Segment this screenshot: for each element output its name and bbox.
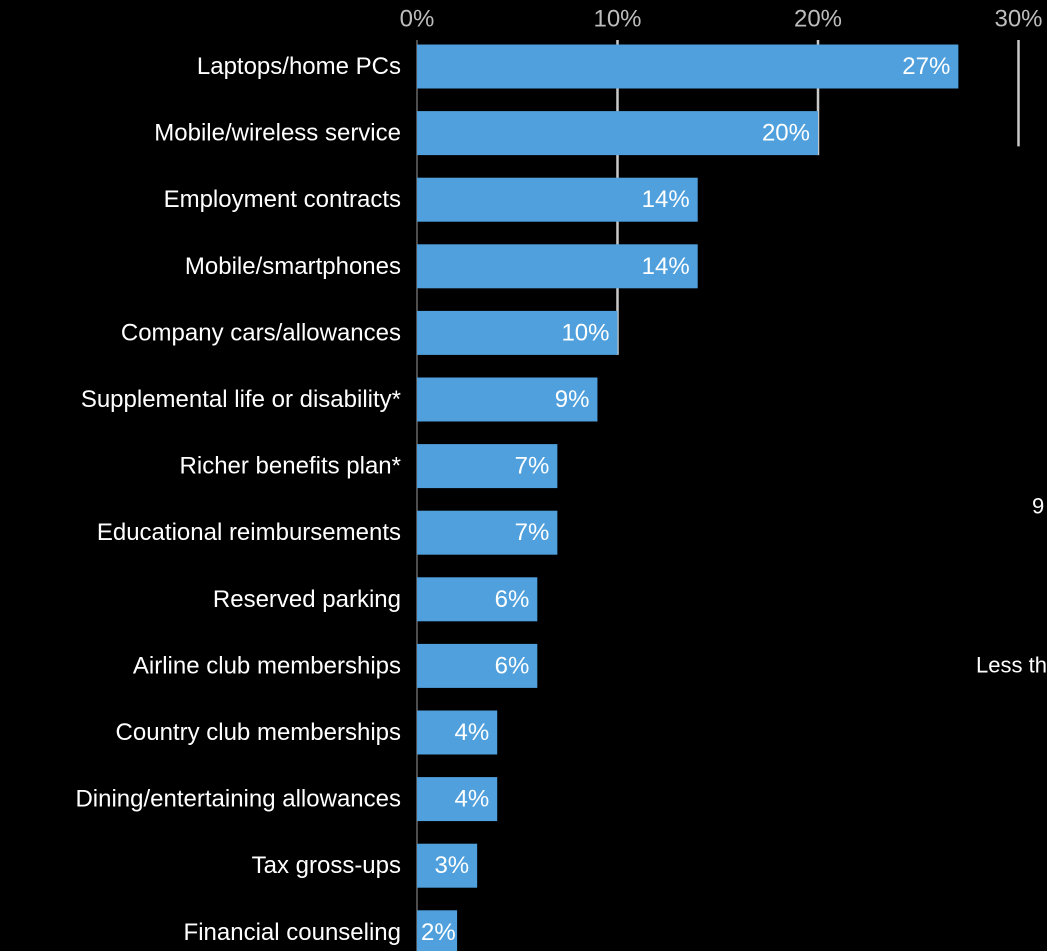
value-label: 27%: [902, 53, 950, 80]
category-label: Mobile/wireless service: [154, 120, 401, 147]
value-label: 4%: [455, 786, 490, 813]
value-label: 20%: [762, 120, 810, 147]
annotations: 9 Less th: [976, 494, 1047, 678]
bar: [417, 310, 618, 355]
bar: [417, 44, 959, 89]
cut-off-annotation: 9: [1032, 494, 1044, 519]
x-tick-label: 0%: [400, 6, 435, 33]
bar: [417, 244, 698, 289]
category-label: Dining/entertaining allowances: [75, 786, 401, 813]
value-label: 10%: [561, 319, 609, 346]
category-label: Employment contracts: [164, 186, 401, 213]
x-axis-tick-labels: 0% 10% 20% 30%: [400, 6, 1043, 33]
category-label: Company cars/allowances: [121, 319, 401, 346]
category-label: Richer benefits plan*: [180, 453, 401, 480]
value-label: 3%: [434, 852, 469, 879]
x-tick-label: 30%: [994, 6, 1042, 33]
category-label: Reserved parking: [213, 586, 401, 613]
bar: [417, 510, 558, 555]
value-label: 6%: [495, 586, 530, 613]
category-label: Tax gross-ups: [252, 852, 401, 879]
bar: [417, 111, 818, 156]
cut-off-annotation: Less th: [976, 653, 1047, 678]
x-tick-label: 20%: [794, 6, 842, 33]
value-label: 6%: [495, 652, 530, 679]
bar: [417, 643, 538, 688]
bar: [417, 177, 698, 222]
bar: [417, 777, 498, 822]
value-label: 7%: [515, 453, 550, 480]
category-label: Country club memberships: [116, 719, 401, 746]
category-label: Laptops/home PCs: [197, 53, 401, 80]
category-label: Educational reimbursements: [97, 519, 401, 546]
value-label: 9%: [555, 386, 590, 413]
bar: [417, 577, 538, 622]
bar: [417, 843, 478, 888]
bar: [417, 444, 558, 489]
category-label: Airline club memberships: [133, 652, 401, 679]
value-label: 14%: [642, 253, 690, 280]
category-label: Financial counseling: [184, 919, 401, 946]
category-labels: Laptops/home PCs Mobile/wireless service E…: [75, 53, 401, 946]
bar: [417, 377, 598, 422]
value-labels: 27% 20% 14% 14% 10% 9% 7% 7% 6% 6% 4% 4% 3% 2%: [421, 53, 950, 946]
value-label: 4%: [455, 719, 490, 746]
category-label: Mobile/smartphones: [185, 253, 401, 280]
value-label: 7%: [515, 519, 550, 546]
value-label: 14%: [642, 186, 690, 213]
value-label: 2%: [421, 919, 456, 946]
bar: [417, 910, 458, 951]
x-tick-label: 10%: [593, 6, 641, 33]
bar: [417, 710, 498, 755]
category-label: Supplemental life or disability*: [81, 386, 401, 413]
bars: [417, 44, 959, 951]
